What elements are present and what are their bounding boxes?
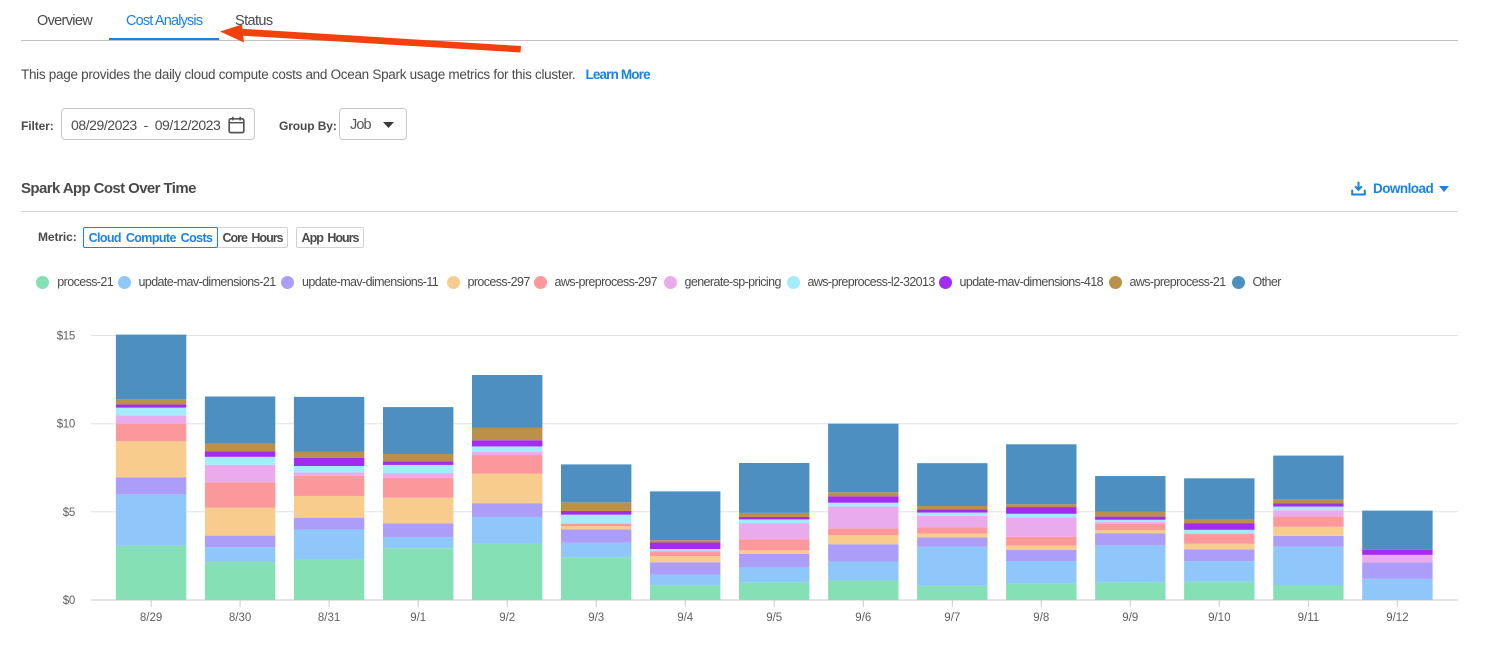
- svg-text:$10: $10: [57, 419, 75, 431]
- svg-text:9/3: 9/3: [588, 612, 604, 624]
- svg-text:9/11: 9/11: [1298, 612, 1320, 624]
- svg-text:9/8: 9/8: [1033, 612, 1049, 624]
- svg-text:9/6: 9/6: [855, 612, 871, 624]
- svg-text:9/5: 9/5: [766, 612, 782, 624]
- svg-text:$0: $0: [63, 595, 75, 607]
- svg-text:9/12: 9/12: [1386, 612, 1408, 624]
- svg-text:9/4: 9/4: [677, 612, 694, 624]
- svg-text:8/31: 8/31: [318, 612, 340, 624]
- svg-text:8/29: 8/29: [140, 612, 162, 624]
- svg-text:9/2: 9/2: [499, 612, 515, 624]
- svg-text:$5: $5: [63, 507, 75, 519]
- svg-text:9/9: 9/9: [1122, 612, 1138, 624]
- svg-text:$15: $15: [57, 331, 75, 343]
- svg-text:8/30: 8/30: [229, 612, 251, 624]
- svg-text:9/7: 9/7: [944, 612, 960, 624]
- svg-text:9/1: 9/1: [410, 612, 426, 624]
- svg-text:9/10: 9/10: [1208, 612, 1230, 624]
